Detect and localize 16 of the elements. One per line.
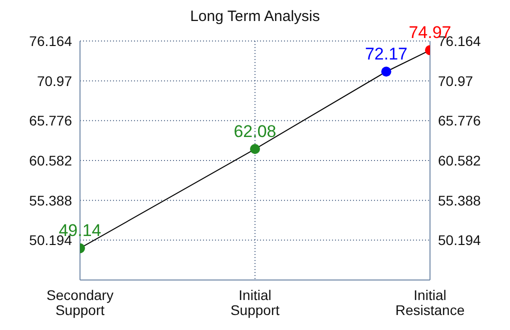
y2-tick-label: 50.194 bbox=[438, 232, 482, 248]
y2-tick-label: 55.388 bbox=[438, 192, 482, 208]
y2-tick-label: 65.776 bbox=[438, 112, 482, 129]
y-tick-label: 65.776 bbox=[29, 112, 72, 129]
chart-title: Long Term Analysis bbox=[189, 8, 321, 25]
y2-tick-label: 70.97 bbox=[438, 72, 474, 89]
x-tick-label: Initial Resistance bbox=[395, 287, 465, 318]
x-tick-label: Initial Support bbox=[230, 287, 280, 318]
x-tick-label: Secondary Support bbox=[46, 287, 114, 318]
y-tick-label: 70.97 bbox=[36, 72, 72, 89]
data-label: 72.17 bbox=[364, 44, 408, 64]
y-tick-label: 55.388 bbox=[29, 192, 72, 208]
y-tick-label: 76.164 bbox=[29, 32, 72, 49]
y2-tick-label: 60.582 bbox=[438, 152, 482, 168]
data-label: 62.08 bbox=[234, 122, 276, 142]
y-tick-label: 60.582 bbox=[29, 152, 72, 168]
